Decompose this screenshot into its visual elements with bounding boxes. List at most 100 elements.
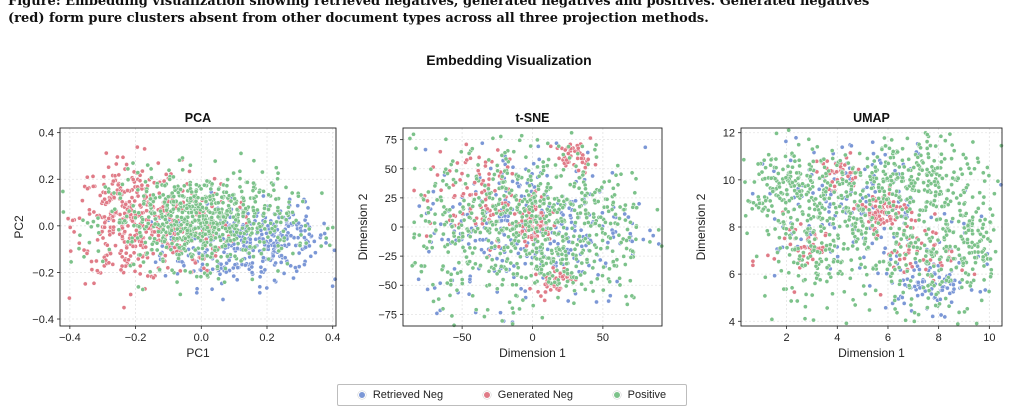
umap-point-positive bbox=[891, 161, 897, 167]
tsne-ytick-label-1: −50 bbox=[378, 280, 397, 292]
pca-point-retrieved-neg bbox=[288, 263, 294, 269]
umap-point-positive bbox=[950, 216, 956, 221]
tsne-point-retrieved-neg bbox=[642, 144, 648, 150]
umap-point-positive bbox=[944, 278, 949, 283]
pca-ytick-label-0: −0.4 bbox=[32, 314, 54, 326]
umap-point-positive bbox=[839, 170, 845, 176]
umap-xtick-label-3: 8 bbox=[936, 332, 942, 344]
umap-point-positive bbox=[844, 320, 849, 326]
umap-point-positive bbox=[911, 199, 916, 204]
umap-point-positive bbox=[945, 188, 951, 193]
tsne-point-positive bbox=[461, 198, 467, 203]
tsne-point-generated-neg bbox=[483, 163, 488, 169]
pca-point-positive bbox=[289, 190, 295, 196]
umap-point-positive bbox=[939, 159, 944, 165]
tsne-point-positive bbox=[573, 163, 579, 169]
umap-point-positive bbox=[772, 176, 778, 182]
umap-point-positive bbox=[916, 312, 921, 317]
pca-point-generated-neg bbox=[110, 262, 116, 267]
tsne-point-positive bbox=[469, 146, 475, 152]
tsne-point-positive bbox=[616, 232, 622, 238]
pca-point-retrieved-neg bbox=[318, 232, 324, 238]
tsne-point-positive bbox=[494, 271, 500, 277]
umap-point-positive bbox=[900, 157, 905, 163]
umap-point-positive bbox=[794, 217, 800, 223]
tsne-point-positive bbox=[427, 239, 433, 244]
umap-point-positive bbox=[783, 231, 789, 237]
pca-point-retrieved-neg bbox=[308, 253, 314, 259]
umap-point-positive bbox=[794, 170, 800, 176]
tsne-point-positive bbox=[458, 149, 464, 155]
pca-point-positive bbox=[208, 242, 214, 248]
tsne-point-positive bbox=[592, 259, 597, 264]
tsne-point-positive bbox=[552, 230, 557, 236]
umap-point-positive bbox=[788, 298, 794, 304]
legend: Retrieved Neg Generated Neg Positive bbox=[337, 384, 687, 406]
tsne-point-positive bbox=[534, 228, 540, 234]
pca-point-positive bbox=[198, 274, 204, 280]
tsne-point-positive bbox=[610, 200, 616, 205]
umap-point-positive bbox=[914, 251, 920, 256]
pca-point-positive bbox=[152, 221, 158, 227]
tsne-point-positive bbox=[445, 171, 450, 176]
umap-point-positive bbox=[773, 156, 779, 162]
tsne-point-positive bbox=[545, 141, 551, 146]
pca-point-positive bbox=[319, 190, 325, 196]
pca-point-retrieved-neg bbox=[282, 255, 288, 261]
pca-point-retrieved-neg bbox=[257, 284, 263, 290]
umap-point-retrieved-neg bbox=[951, 282, 956, 288]
tsne-ytick-label-0: −75 bbox=[378, 309, 397, 321]
pca-point-retrieved-neg bbox=[273, 260, 278, 266]
tsne-point-retrieved-neg bbox=[501, 232, 507, 238]
tsne-point-positive bbox=[554, 268, 560, 273]
tsne-point-positive bbox=[617, 275, 622, 281]
pca-point-positive bbox=[85, 220, 90, 226]
tsne-point-positive bbox=[601, 179, 607, 185]
pca-point-generated-neg bbox=[82, 281, 88, 287]
tsne-point-positive bbox=[560, 234, 565, 239]
pca-ylabel: PC2 bbox=[12, 215, 26, 239]
umap-point-positive bbox=[903, 252, 909, 258]
pca-point-positive bbox=[284, 211, 290, 216]
pca-point-retrieved-neg bbox=[259, 232, 265, 237]
umap-point-positive bbox=[980, 170, 986, 176]
tsne-point-positive bbox=[456, 225, 462, 231]
pca-point-positive bbox=[271, 187, 277, 193]
umap-point-positive bbox=[786, 127, 792, 133]
pca-point-positive bbox=[189, 189, 195, 195]
pca-point-positive bbox=[142, 240, 148, 245]
pca-point-retrieved-neg bbox=[159, 243, 165, 249]
tsne-point-positive bbox=[567, 182, 573, 187]
tsne-point-generated-neg bbox=[452, 193, 458, 199]
umap-point-positive bbox=[802, 262, 808, 268]
pca-xtick-label-1: −0.2 bbox=[125, 332, 147, 344]
umap-point-positive bbox=[934, 217, 940, 223]
umap-point-positive bbox=[966, 244, 972, 249]
umap-point-positive bbox=[887, 187, 892, 192]
pca-point-positive bbox=[325, 226, 331, 231]
umap-point-positive bbox=[889, 178, 894, 183]
umap-point-positive bbox=[743, 213, 749, 219]
umap-point-positive bbox=[932, 198, 937, 203]
umap-point-retrieved-neg bbox=[913, 260, 919, 265]
pca-point-generated-neg bbox=[115, 182, 121, 188]
umap-point-positive bbox=[874, 176, 879, 181]
pca-point-positive bbox=[290, 251, 296, 256]
pca-point-positive bbox=[266, 256, 272, 262]
umap-point-positive bbox=[755, 161, 761, 167]
tsne-point-positive bbox=[470, 250, 475, 256]
umap-point-positive bbox=[896, 226, 902, 232]
tsne-point-positive bbox=[576, 185, 582, 191]
tsne-point-positive bbox=[555, 295, 561, 300]
legend-marker-positive bbox=[612, 391, 621, 399]
pca-point-retrieved-neg bbox=[153, 259, 158, 265]
tsne-point-positive bbox=[487, 191, 493, 196]
umap-point-retrieved-neg bbox=[810, 190, 816, 196]
pca-ytick-label-3: 0.2 bbox=[39, 174, 54, 186]
umap-point-retrieved-neg bbox=[884, 271, 890, 277]
umap-point-positive bbox=[977, 190, 983, 196]
pca-point-positive bbox=[177, 157, 182, 163]
tsne-point-retrieved-neg bbox=[600, 210, 605, 216]
umap-point-positive bbox=[926, 226, 931, 232]
tsne-point-positive bbox=[534, 245, 539, 251]
